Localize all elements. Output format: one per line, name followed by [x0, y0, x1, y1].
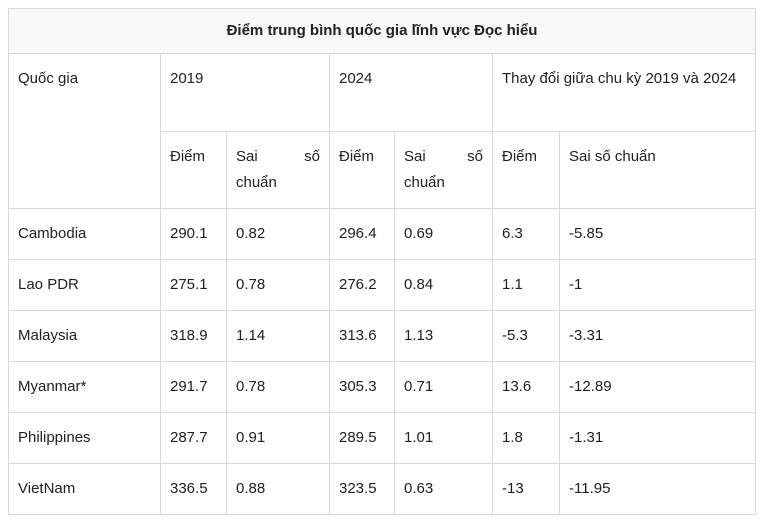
cell-score-2019: 275.1 — [160, 259, 227, 311]
cell-score-change: 13.6 — [492, 361, 560, 413]
cell-score-2024: 289.5 — [329, 412, 395, 464]
cell-se-2019: 1.14 — [226, 310, 330, 362]
cell-se-2019: 0.78 — [226, 259, 330, 311]
cell-se-change: -12.89 — [558, 361, 757, 413]
table-row-malaysia: Malaysia 318.9 1.14 313.6 1.13 -5.3 -3.3… — [8, 310, 757, 362]
cell-se-2024: 1.13 — [394, 310, 493, 362]
header-group-change: Thay đổi giữa chu kỳ 2019 và 2024 — [491, 53, 757, 132]
cell-score-2024: 323.5 — [329, 463, 395, 515]
header-group-2019: 2019 — [160, 53, 330, 132]
cell-se-2024: 0.84 — [394, 259, 493, 311]
cell-se-2024: 0.71 — [394, 361, 493, 413]
cell-se-change: -5.85 — [558, 208, 757, 260]
cell-country: Philippines — [8, 412, 161, 464]
cell-score-2019: 290.1 — [160, 208, 227, 260]
table-title: Điểm trung bình quốc gia lĩnh vực Đọc hi… — [7, 8, 757, 54]
cell-se-change: -1 — [558, 259, 757, 311]
header-group-row: Quốc gia 2019 2024 Thay đổi giữa chu kỳ … — [8, 53, 757, 209]
table-row-cambodia: Cambodia 290.1 0.82 296.4 0.69 6.3 -5.85 — [8, 208, 757, 260]
cell-country: Malaysia — [8, 310, 161, 362]
table-body: Cambodia 290.1 0.82 296.4 0.69 6.3 -5.85… — [8, 208, 757, 515]
header-score-2024: Điểm — [329, 131, 395, 209]
cell-score-2019: 291.7 — [160, 361, 227, 413]
cell-score-2019: 318.9 — [160, 310, 227, 362]
cell-se-2024: 0.63 — [394, 463, 493, 515]
header-country: Quốc gia — [8, 53, 161, 209]
cell-score-change: 1.8 — [492, 412, 560, 464]
table-head: Điểm trung bình quốc gia lĩnh vực Đọc hi… — [7, 8, 757, 209]
table-row-myanmar: Myanmar* 291.7 0.78 305.3 0.71 13.6 -12.… — [8, 361, 757, 413]
header-score-2019: Điểm — [160, 131, 227, 209]
cell-score-2024: 296.4 — [329, 208, 395, 260]
cell-se-change: -1.31 — [558, 412, 757, 464]
table-title-row: Điểm trung bình quốc gia lĩnh vực Đọc hi… — [7, 8, 757, 54]
header-se-2019: Sai số chuẩn — [226, 131, 330, 209]
header-group-2024: 2024 — [329, 53, 493, 132]
cell-score-change: -5.3 — [492, 310, 560, 362]
cell-se-change: -3.31 — [558, 310, 757, 362]
table-row-philippines: Philippines 287.7 0.91 289.5 1.01 1.8 -1… — [8, 412, 757, 464]
cell-country: Cambodia — [8, 208, 161, 260]
reading-scores-table: Điểm trung bình quốc gia lĩnh vực Đọc hi… — [7, 8, 757, 515]
table-row-lao-pdr: Lao PDR 275.1 0.78 276.2 0.84 1.1 -1 — [8, 259, 757, 311]
cell-score-2024: 313.6 — [329, 310, 395, 362]
cell-country: Lao PDR — [8, 259, 161, 311]
cell-score-2019: 287.7 — [160, 412, 227, 464]
cell-country: VietNam — [8, 463, 161, 515]
cell-score-change: -13 — [492, 463, 560, 515]
cell-score-change: 6.3 — [492, 208, 560, 260]
cell-se-2019: 0.88 — [226, 463, 330, 515]
header-score-change: Điểm — [492, 131, 560, 209]
header-se-change: Sai số chuẩn — [558, 131, 757, 209]
cell-score-2019: 336.5 — [160, 463, 227, 515]
table-row-vietnam: VietNam 336.5 0.88 323.5 0.63 -13 -11.95 — [8, 463, 757, 515]
cell-se-2019: 0.91 — [226, 412, 330, 464]
cell-score-2024: 305.3 — [329, 361, 395, 413]
cell-se-change: -11.95 — [558, 463, 757, 515]
cell-se-2019: 0.82 — [226, 208, 330, 260]
cell-score-2024: 276.2 — [329, 259, 395, 311]
cell-se-2019: 0.78 — [226, 361, 330, 413]
header-sub-row: Điểm Sai số chuẩn Điểm Sai số chuẩn Điểm… — [9, 131, 757, 209]
cell-se-2024: 0.69 — [394, 208, 493, 260]
cell-score-change: 1.1 — [492, 259, 560, 311]
cell-se-2024: 1.01 — [394, 412, 493, 464]
header-se-2024: Sai số chuẩn — [394, 131, 493, 209]
cell-country: Myanmar* — [8, 361, 161, 413]
